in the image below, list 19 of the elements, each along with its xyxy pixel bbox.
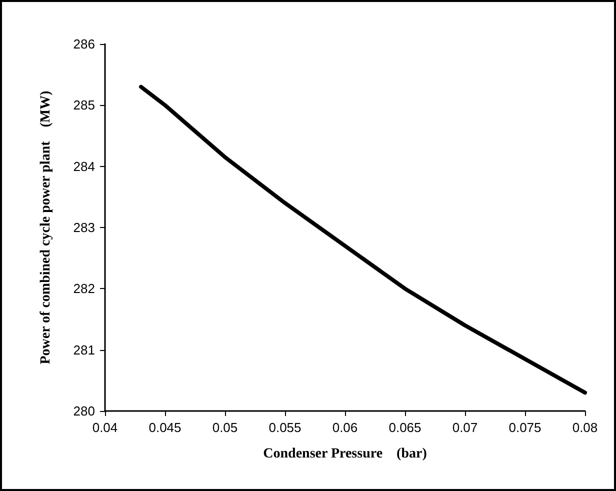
x-tick-label: 0.045 <box>148 420 182 435</box>
x-tick-label: 0.075 <box>508 420 542 435</box>
x-tick-label: 0.04 <box>92 420 118 435</box>
x-tick-label: 0.06 <box>332 420 358 435</box>
y-tick-label: 286 <box>73 36 95 52</box>
x-tick-label: 0.05 <box>212 420 238 435</box>
x-tick-label: 0.07 <box>452 420 478 435</box>
y-tick-label: 285 <box>73 98 95 113</box>
y-axis-title: Power of combined cycle power plant (MW) <box>38 90 54 364</box>
x-axis-title: Condenser Pressure (bar) <box>263 446 428 462</box>
x-tick-label: 0.055 <box>268 420 302 435</box>
line-series <box>139 84 587 395</box>
y-tick-label: 280 <box>73 404 95 418</box>
y-tick-label: 283 <box>73 220 95 235</box>
x-tick-label: 0.065 <box>388 420 422 435</box>
y-tick-label: 281 <box>73 342 95 358</box>
y-tick-label: 284 <box>73 158 95 174</box>
x-tick-label: 0.08 <box>572 420 598 435</box>
y-tick-label: 282 <box>73 281 95 296</box>
